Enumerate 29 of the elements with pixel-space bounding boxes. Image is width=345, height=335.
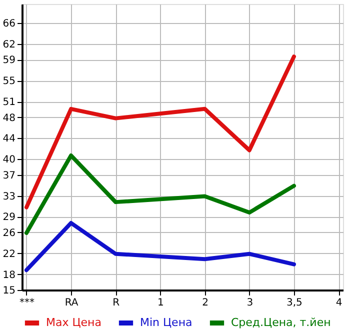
y-tick-label: 59	[2, 55, 16, 66]
y-tick-label: 37	[2, 170, 16, 182]
y-tick-label: 55	[2, 76, 16, 88]
y-tick-label: 66	[2, 18, 16, 30]
x-tick-label: 4	[336, 298, 342, 308]
x-tick-label: R	[112, 298, 120, 308]
x-tick-label: 1	[158, 298, 164, 308]
x-tick-label: 2	[202, 298, 208, 308]
legend-label: Max Цена	[46, 316, 102, 329]
line-series	[24, 221, 296, 272]
y-tick-label: 29	[2, 212, 16, 224]
line-series	[24, 54, 296, 210]
y-tick-label: 18	[2, 270, 16, 281]
x-tick-label: RA	[64, 298, 78, 308]
y-tick-label: 51	[2, 97, 16, 108]
x-tick-label: ***	[19, 298, 34, 308]
y-tick-label: 22	[2, 248, 16, 260]
y-tick-label: 33	[2, 191, 16, 202]
y-tick-label: 62	[2, 39, 16, 50]
y-tick-label: 48	[2, 112, 16, 124]
line-series	[24, 153, 296, 235]
y-tick-label: 15	[2, 286, 16, 296]
y-tick-label: 40	[2, 154, 16, 166]
x-tick-label: 3	[246, 298, 254, 308]
x-tick-label: 3,5	[286, 298, 302, 308]
y-tick-label: 44	[2, 134, 16, 145]
legend-label: Min Цена	[140, 316, 192, 329]
legend-label: Сред.Цена, т.йен	[231, 316, 331, 329]
y-tick-label: 26	[2, 228, 16, 239]
